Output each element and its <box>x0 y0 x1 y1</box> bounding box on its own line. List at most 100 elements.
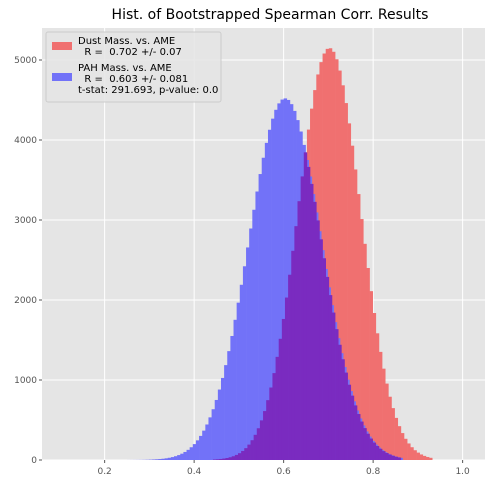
legend-label-dust: R = 0.702 +/- 0.07 <box>78 47 182 58</box>
histogram-bar <box>225 457 229 460</box>
histogram-bar <box>399 457 403 460</box>
histogram-bar <box>239 284 244 460</box>
histogram-bar <box>388 454 392 460</box>
histogram-bar <box>353 405 358 460</box>
histogram-bar <box>227 351 231 460</box>
histogram-bar <box>310 183 314 460</box>
histogram-bar <box>214 399 219 460</box>
histogram-bar <box>291 250 295 460</box>
histogram-bar <box>303 152 308 460</box>
histogram-bar <box>369 291 373 460</box>
histogram-bar <box>325 48 330 460</box>
histogram-bar <box>216 459 220 460</box>
histogram-bar <box>236 302 241 460</box>
histogram-bar <box>338 70 342 460</box>
histogram-bar <box>272 373 276 460</box>
histogram-bar <box>347 123 352 461</box>
histogram-bar <box>331 312 336 460</box>
legend-swatch-pah <box>52 73 72 81</box>
histogram-bar <box>410 447 414 460</box>
histogram-bar <box>397 457 402 460</box>
x-tick-label: 0.2 <box>97 467 111 477</box>
legend-label-pah: PAH Mass. vs. AME <box>78 63 172 74</box>
histogram-bar <box>416 452 420 460</box>
histogram-bar <box>422 455 427 460</box>
histogram-bar <box>170 457 175 460</box>
legend-label-dust: Dust Mass. vs. AME <box>78 36 175 47</box>
legend-label-pah: R = 0.603 +/- 0.081 <box>78 74 188 85</box>
histogram-bar <box>363 243 367 460</box>
histogram-bar <box>344 103 348 461</box>
histogram-bar <box>341 359 345 460</box>
histogram-bar <box>328 295 333 460</box>
histogram-bar <box>372 313 377 460</box>
histogram-bar <box>256 428 261 460</box>
histogram-bar <box>360 219 364 460</box>
histogram-bar <box>249 228 253 460</box>
histogram-bar <box>202 430 206 460</box>
histogram-bar <box>388 396 392 460</box>
histogram-bar <box>224 365 228 460</box>
histogram-bar <box>205 424 209 460</box>
y-tick-label: 3000 <box>14 216 37 226</box>
histogram-bar <box>366 433 370 460</box>
histogram-bar <box>155 459 159 460</box>
histogram-bar <box>275 356 280 460</box>
histogram-bar <box>366 267 370 460</box>
histogram-bar <box>177 455 181 460</box>
histogram-bar <box>385 383 389 460</box>
x-tick-label: 0.8 <box>366 467 381 477</box>
histogram-bar <box>294 226 298 460</box>
histogram-bar <box>382 368 386 460</box>
histogram-bar <box>208 417 212 460</box>
histogram-bar <box>382 451 386 460</box>
histogram-bar <box>274 109 278 461</box>
y-tick-label: 1000 <box>14 376 37 386</box>
y-tick-label: 4000 <box>14 136 37 146</box>
x-tick-label: 0.6 <box>276 467 291 477</box>
x-tick-label: 0.4 <box>187 467 202 477</box>
legend-swatch-dust <box>52 42 72 50</box>
histogram-bar <box>404 438 408 460</box>
histogram-bar <box>335 59 339 461</box>
histogram-bar <box>167 457 172 460</box>
histogram-bar <box>250 440 254 460</box>
histogram-bar <box>231 456 236 460</box>
histogram-bar <box>322 258 326 460</box>
histogram-bar <box>180 453 184 460</box>
histogram-bar <box>328 48 333 461</box>
histogram-bar <box>378 448 383 460</box>
histogram-bar <box>391 408 395 460</box>
histogram-bar <box>263 411 267 460</box>
histogram-bar <box>199 435 203 460</box>
histogram-bar <box>183 451 187 460</box>
histogram-bar <box>269 387 273 460</box>
histogram-bar <box>164 458 169 460</box>
histogram-bar <box>385 452 389 460</box>
histogram-bar <box>394 417 399 460</box>
histogram-bar <box>258 174 263 461</box>
histogram-bar <box>233 319 237 460</box>
histogram-bar <box>186 449 190 460</box>
histogram-bar <box>288 274 292 460</box>
histogram-bar <box>264 142 269 460</box>
histogram-bar <box>266 400 270 460</box>
histogram-bar <box>369 438 373 460</box>
histogram-bar <box>230 335 234 460</box>
histogram-bar <box>219 458 223 460</box>
y-tick-label: 0 <box>31 456 37 466</box>
histogram-bar <box>425 456 430 460</box>
histogram-bar <box>234 454 239 460</box>
histogram-bar <box>300 176 305 460</box>
histogram-bar <box>360 421 364 460</box>
histogram-bar <box>280 99 284 460</box>
histogram-bars <box>127 48 433 461</box>
histogram-bar <box>195 440 200 460</box>
histogram-bar <box>237 453 242 460</box>
overlap-bars <box>212 152 402 461</box>
histogram-bar <box>228 457 233 460</box>
histogram-bar <box>353 169 358 460</box>
histogram-bar <box>397 426 402 460</box>
histogram-bar <box>325 276 330 460</box>
